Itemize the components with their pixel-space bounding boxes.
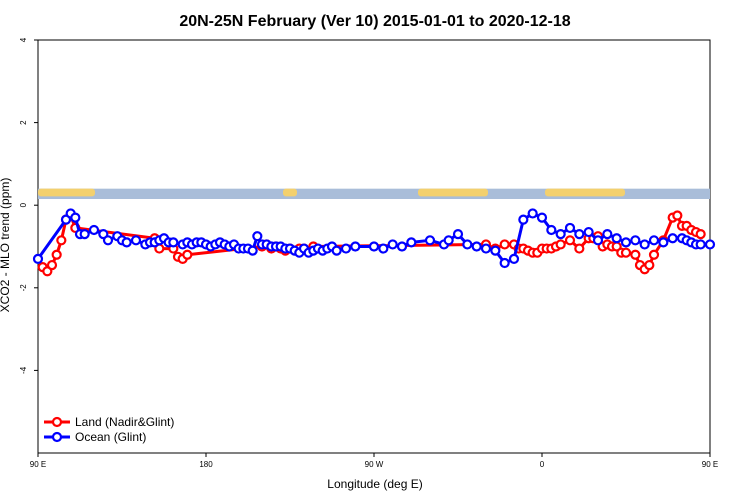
data-point <box>350 241 361 252</box>
legend-land-label: Land (Nadir&Glint) <box>75 415 174 429</box>
data-point <box>546 224 557 236</box>
data-point <box>518 214 529 225</box>
data-point <box>555 229 566 240</box>
data-point <box>508 253 520 264</box>
data-point <box>182 249 193 260</box>
data-point <box>564 235 576 246</box>
y-tick-label: 2 <box>19 120 28 125</box>
map-band-ocean <box>38 188 710 200</box>
y-tick-label: -4 <box>19 366 28 374</box>
x-tick-label: 90 W <box>365 460 384 469</box>
data-point <box>490 245 501 256</box>
data-point <box>499 239 510 250</box>
data-point <box>536 212 548 223</box>
data-point <box>564 222 576 234</box>
data-point <box>247 245 258 256</box>
data-point <box>70 212 81 223</box>
legend-ocean-marker <box>51 431 63 443</box>
map-band-land <box>283 188 297 197</box>
data-point <box>102 235 114 246</box>
data-point <box>32 253 44 264</box>
data-point <box>56 235 67 246</box>
map-band-land <box>545 188 625 197</box>
data-point <box>368 241 380 252</box>
data-point <box>252 231 263 242</box>
data-point <box>499 257 510 269</box>
x-tick-label: 90 E <box>30 460 46 469</box>
y-axis-label: XCO2 - MLO trend (ppm) <box>0 178 12 313</box>
x-axis-label: Longitude (deg E) <box>327 477 422 491</box>
data-point <box>583 226 594 238</box>
data-point <box>644 259 655 271</box>
map-band-land <box>38 188 95 197</box>
map-band-land <box>418 188 488 197</box>
map-band <box>38 188 710 200</box>
y-tick-label: 0 <box>19 202 28 207</box>
data-point <box>695 239 706 250</box>
data-point <box>79 229 90 240</box>
series-ocean <box>32 208 716 269</box>
data-point <box>406 237 417 248</box>
data-point <box>695 229 706 240</box>
x-tick-label: 90 E <box>702 460 718 469</box>
data-point <box>387 239 398 250</box>
chart-title: 20N-25N February (Ver 10) 2015-01-01 to … <box>179 13 570 30</box>
y-axis: -4 -2 0 2 4 <box>19 37 38 374</box>
x-tick-label: 180 <box>199 460 213 469</box>
data-point <box>574 229 585 240</box>
data-point <box>130 235 142 246</box>
data-point <box>658 237 669 248</box>
data-point <box>462 239 473 250</box>
data-point <box>639 239 650 250</box>
data-point <box>620 247 632 258</box>
data-point <box>46 259 58 271</box>
data-point <box>51 249 62 260</box>
data-point <box>630 235 641 246</box>
data-point <box>672 210 683 221</box>
data-point <box>704 239 716 250</box>
data-point <box>331 245 342 256</box>
x-tick-label: 0 <box>540 460 545 469</box>
data-point <box>648 249 660 260</box>
x-axis: 90 E 180 90 W 0 90 E <box>30 453 718 469</box>
data-point <box>592 235 604 246</box>
data-point <box>452 229 464 240</box>
data-point <box>648 235 660 246</box>
data-point <box>555 239 566 250</box>
data-point <box>121 237 132 248</box>
data-point <box>480 243 492 254</box>
data-point <box>611 233 622 244</box>
data-point <box>378 243 389 254</box>
data-point <box>471 241 482 252</box>
data-point <box>602 229 613 240</box>
data-point <box>396 241 408 252</box>
data-point <box>424 235 436 246</box>
data-point <box>527 208 538 219</box>
series-layer <box>32 208 716 277</box>
legend-land-marker <box>51 416 63 428</box>
y-tick-label: -2 <box>19 284 28 292</box>
data-point <box>620 237 632 248</box>
data-point <box>574 243 585 254</box>
data-point <box>168 237 179 248</box>
legend: Land (Nadir&Glint) Ocean (Glint) <box>44 415 174 444</box>
data-point <box>443 235 454 246</box>
legend-ocean-label: Ocean (Glint) <box>75 430 146 444</box>
y-tick-label: 4 <box>19 37 28 42</box>
data-point <box>667 233 678 244</box>
data-point <box>630 249 641 260</box>
data-point <box>340 243 352 254</box>
data-point <box>88 224 100 236</box>
